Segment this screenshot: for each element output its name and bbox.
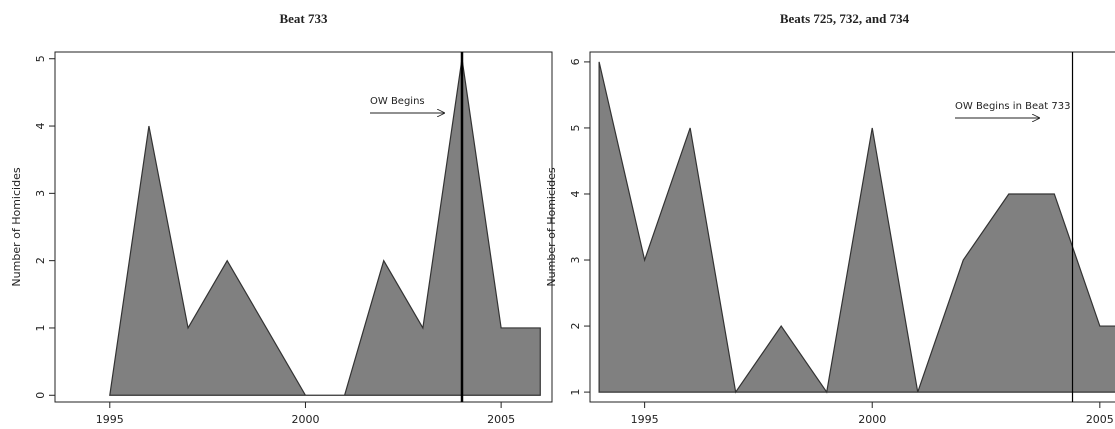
y-tick-label: 5 (34, 55, 47, 62)
annotation: OW Begins (370, 96, 425, 107)
y-tick-label: 2 (569, 323, 582, 330)
area (598, 61, 1115, 394)
plot-frame (589, 51, 1115, 403)
y-tick-label: 4 (569, 190, 582, 197)
x-tick-label: 1995 (631, 413, 659, 426)
y-tick-label: 6 (569, 58, 582, 65)
y-tick-label: 0 (34, 392, 47, 399)
y-tick-label: 2 (34, 257, 47, 264)
area (109, 58, 541, 396)
y-tick-label: 5 (569, 124, 582, 131)
y-axis-label: Number of Homicides (545, 167, 558, 286)
x-tick-label: 1995 (96, 413, 124, 426)
plot-frame (54, 51, 553, 403)
x-tick-label: 2005 (1086, 413, 1114, 426)
annotation: OW Begins in Beat 733 (955, 101, 1070, 112)
x-tick-label: 2005 (487, 413, 515, 426)
y-tick-label: 4 (34, 123, 47, 130)
x-tick-label: 2000 (858, 413, 886, 426)
y-tick-label: 1 (34, 324, 47, 331)
y-axis-label: Number of Homicides (10, 167, 23, 286)
y-tick-label: 3 (34, 190, 47, 197)
y-tick-label: 3 (569, 257, 582, 264)
x-tick-label: 2000 (291, 413, 319, 426)
y-tick-label: 1 (569, 389, 582, 396)
chart-title: Beats 725, 732, and 734 (780, 11, 910, 26)
chart-title: Beat 733 (279, 11, 328, 26)
